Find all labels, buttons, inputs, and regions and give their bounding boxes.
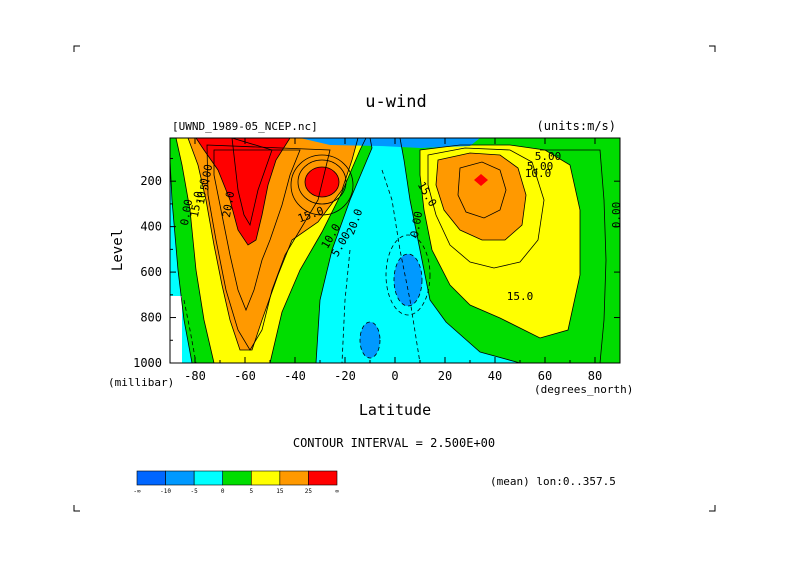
band-blue-tropical-1 [394,254,422,306]
y-tick-label: 800 [140,311,162,325]
band-orange-north [436,153,526,240]
units-label: (units:m/s) [537,119,616,133]
x-tick-label: 0 [391,369,398,383]
colorbar-tick-label: -∞ [133,488,141,495]
chart-title: u-wind [365,92,426,112]
contour-label: 20.0 [220,190,237,218]
band-blue-tropical-2 [360,322,380,358]
colorbar-swatch [308,470,338,486]
contour-label: 5.00 [198,163,215,191]
band-red-jet-north [474,174,488,186]
x-tick-label: 40 [488,369,502,383]
colorbar-swatch [136,470,166,486]
colorbar: -∞ -10 -5 0 5 15 25 ∞ [133,470,339,495]
colorbar-tick-label: ∞ [335,488,339,495]
contour-label: 10.0 [525,167,552,180]
colorbar-tick-label: -10 [160,488,171,495]
colorbar-swatch [222,470,252,486]
colorbar-tick-label: -5 [191,488,199,495]
y-tick-label: 200 [140,174,162,188]
contour-label: 5.00 [527,160,554,173]
contour-interval-text: CONTOUR INTERVAL = 2.500E+00 [293,436,495,450]
topography-mask [170,296,182,363]
x-axis-title: Latitude [359,401,431,419]
x-tick-label: -80 [184,369,206,383]
colorbar-tick-label: 25 [305,488,313,495]
crop-marks [73,45,716,512]
x-tick-label: -60 [234,369,256,383]
negative-contours [183,169,431,363]
contour-label: 0.00 [610,202,623,229]
colorbar-tick-label: 5 [249,488,253,495]
mean-text: (mean) lon:0..357.5 [490,475,616,488]
y-axis: 200 400 600 800 1000 [133,157,620,370]
contour-label: 0.00 [178,198,195,226]
y-units-label: (millibar) [108,376,174,389]
x-units-label: (degrees_north) [534,383,633,396]
y-tick-label: 1000 [133,356,162,370]
colorbar-tick-label: 15 [276,488,284,495]
y-axis-title: Level [110,229,126,271]
y-tick-label: 400 [140,220,162,234]
colorbar-swatch [193,470,224,486]
dataset-label: [UWND_1989-05_NCEP.nc] [172,120,318,133]
colorbar-swatch [250,470,281,486]
contour-label: 10.0 [194,177,211,205]
contour-label: 0.00 [408,210,425,238]
x-tick-label: 80 [588,369,602,383]
x-tick-label: -40 [284,369,306,383]
x-tick-label: 20 [438,369,452,383]
contour-label: 5.00 [535,150,562,163]
contour-label: 15.0 [188,190,205,218]
colorbar-swatch [279,470,309,486]
contour-lines [170,138,607,363]
contour-label: 15.0 [507,290,534,303]
colorbar-tick-label: 0 [221,488,225,495]
x-axis: -80 -60 -40 -20 0 20 40 60 80 [169,138,621,383]
colorbar-swatch [165,470,195,486]
x-tick-label: 60 [538,369,552,383]
x-tick-label: -20 [334,369,356,383]
y-tick-label: 600 [140,265,162,279]
